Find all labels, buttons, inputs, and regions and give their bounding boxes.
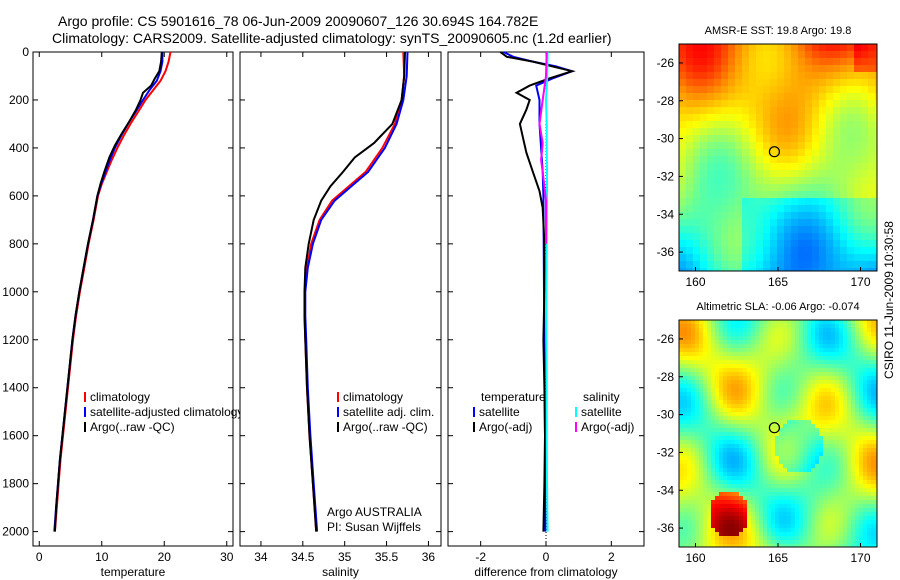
temperature-series-argo-raw-qc- xyxy=(53,51,163,532)
difference-legend-sal-argo-label: Argo(-adj) xyxy=(581,420,634,434)
sst_map-heatmap-cells xyxy=(679,44,878,272)
depth-tick-label: 2000 xyxy=(2,525,29,539)
sla_map-xtick-label: 170 xyxy=(850,551,870,565)
sst_map-ytick-label: -28 xyxy=(657,94,675,108)
temperature-legend-label: Argo(..raw -QC) xyxy=(90,420,175,434)
sla_map-ytick-label: -34 xyxy=(657,483,675,497)
figure-title-line2: Climatology: CARS2009. Satellite-adjuste… xyxy=(52,30,612,46)
salinity-xtick-label: 36 xyxy=(422,550,436,564)
difference-legend-sal-satellite-label: satellite xyxy=(581,405,622,419)
temperature-legend-label: climatology xyxy=(90,390,150,404)
sst_map-xtick-label: 170 xyxy=(850,275,870,289)
salinity-legend-1-label: satellite adj. clim. xyxy=(343,405,434,419)
figure-title-line1: Argo profile: CS 5901616_78 06-Jun-2009 … xyxy=(58,13,539,29)
difference-series-temperature-argo-adj- xyxy=(499,51,576,532)
difference-xtick-label: 0 xyxy=(543,550,550,564)
temperature-xtick-label: 30 xyxy=(220,550,234,564)
depth-tick-label: 0 xyxy=(22,45,29,59)
depth-tick-label: 400 xyxy=(9,141,29,155)
depth-tick-label: 600 xyxy=(9,189,29,203)
sla_map-ytick-label: -36 xyxy=(657,521,675,535)
sst_map-ytick-label: -32 xyxy=(657,169,675,183)
salinity-xtick-label: 34.5 xyxy=(291,550,315,564)
salinity-xtick-label: 35.5 xyxy=(375,550,399,564)
depth-tick-label: 1800 xyxy=(2,477,29,491)
salinity-xlabel: salinity xyxy=(322,565,359,579)
difference-xtick-label: 2 xyxy=(608,550,615,564)
temperature-xlabel: temperature xyxy=(101,565,166,579)
depth-tick-label: 1400 xyxy=(2,381,29,395)
sla_map-ytick-label: -32 xyxy=(657,445,675,459)
salinity-axes-box xyxy=(239,51,442,547)
temperature-xtick-label: 10 xyxy=(95,550,109,564)
sla_map-ytick-label: -28 xyxy=(657,370,675,384)
temperature-xtick-label: 0 xyxy=(36,550,43,564)
sla_map-heatmap-cells xyxy=(679,320,878,548)
depth-tick-label: 200 xyxy=(9,93,29,107)
sst_map-xtick-label: 160 xyxy=(685,275,705,289)
sla_map-xtick-label: 160 xyxy=(685,551,705,565)
sst_map-xtick-label: 165 xyxy=(768,275,788,289)
sla_map-title: Altimetric SLA: -0.06 Argo: -0.074 xyxy=(696,301,859,313)
difference-xtick-label: -2 xyxy=(475,550,486,564)
salinity-xtick-label: 35 xyxy=(338,550,352,564)
difference-legend-salinity-title: salinity xyxy=(583,390,620,404)
sst_map-title: AMSR-E SST: 19.8 Argo: 19.8 xyxy=(705,25,852,37)
salinity-legend-2-label: Argo(..raw -QC) xyxy=(343,420,428,434)
side-credit: CSIRO 11-Jun-2009 10:30:58 xyxy=(882,221,896,379)
depth-tick-label: 1600 xyxy=(2,429,29,443)
depth-tick-label: 800 xyxy=(9,237,29,251)
credit-org: Argo AUSTRALIA xyxy=(327,505,422,519)
depth-tick-label: 1200 xyxy=(2,333,29,347)
sst_map-ytick-label: -30 xyxy=(657,132,675,146)
temperature-xtick-label: 20 xyxy=(158,550,172,564)
sst_map-float-marker xyxy=(768,146,781,158)
salinity-legend-0-label: climatology xyxy=(343,390,403,404)
sla_map-float-marker xyxy=(768,422,781,434)
sla_map-ytick-label: -26 xyxy=(657,332,675,346)
difference-legend-temperature-title: temperature xyxy=(481,390,546,404)
sst_map-ytick-label: -26 xyxy=(657,56,675,70)
difference-legend-temp-satellite-label: satellite xyxy=(479,405,520,419)
difference-series-salinity-argo-adj- xyxy=(538,51,548,244)
salinity-xtick-label: 34 xyxy=(254,550,268,564)
salinity-series-argo-raw-qc- xyxy=(303,51,406,532)
sla_map-ytick-label: -30 xyxy=(657,408,675,422)
difference-legend-temp-argo-label: Argo(-adj) xyxy=(479,420,532,434)
sst_map-ytick-label: -36 xyxy=(657,245,675,259)
depth-tick-label: 1000 xyxy=(2,285,29,299)
sst_map-ytick-label: -34 xyxy=(657,207,675,221)
credit-pi: PI: Susan Wijffels xyxy=(327,520,421,534)
sla_map-xtick-label: 165 xyxy=(768,551,788,565)
temperature-axes-box xyxy=(32,51,234,547)
temperature-legend-label: satellite-adjusted climatology xyxy=(90,405,243,419)
difference-xlabel: difference from climatology xyxy=(474,565,617,579)
